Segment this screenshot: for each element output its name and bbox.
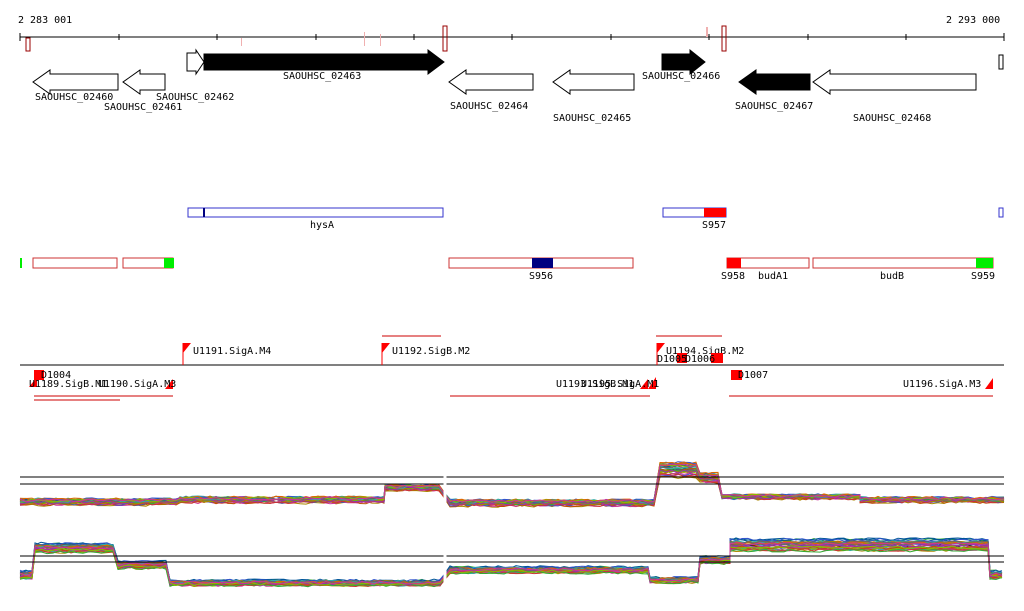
segment-label: budB [880,271,904,282]
promoter-marker[interactable]: U1191.SigA.M4 [182,343,271,365]
gene-label: SAOUHSC_02465 [553,113,631,124]
feature-label: hysA [310,220,334,231]
promoter-label: U1191.SigA.M4 [193,346,271,357]
segment-label: budA1 [758,271,788,282]
expression-panel-upper [19,440,1005,520]
gene-label: SAOUHSC_02464 [450,101,528,112]
coordinate-ruler: 2 283 001 2 293 000 [18,15,1005,52]
end-coordinate-label: 2 293 000 [946,15,1000,26]
gene-label: SAOUHSC_02467 [735,101,813,112]
promoter-marker[interactable]: U1192.SigB.M2 [381,343,470,365]
expression-profile-line [19,548,1003,588]
expression-profile-line [19,545,1003,586]
gene-label: SAOUHSC_02468 [853,113,931,124]
segment-label: S958 [721,271,745,282]
S959-segment[interactable]: budB S959 [812,257,995,282]
promoter-label: U1194.SigB.M2 [666,346,744,357]
gene-arrow[interactable]: SAOUHSC_02464 [448,69,534,112]
gene-arrow[interactable]: SAOUHSC_02468 [812,69,977,124]
d-feature-label: D1006 [685,354,715,365]
gene-arrow[interactable]: SAOUHSC_02460 [32,69,119,103]
S956-segment[interactable]: S956 [448,257,634,282]
promoter-label: U1189.SigB.M1 [29,379,107,390]
expression-profile-line [19,542,1003,585]
hysA-feature[interactable]: hysA [187,207,444,231]
segment-label: S959 [971,271,995,282]
promoter-label: U1192.SigB.M2 [392,346,470,357]
expression-profile-line [19,540,1003,585]
d-feature-label: D1007 [738,370,768,381]
promoter-lines [34,335,993,401]
threshold-lines [20,476,1004,485]
expression-profiles [19,461,1005,508]
promoter-track: U1191.SigA.M4 U1192.SigB.M2 U1194.SigB.M… [20,335,1004,401]
gene-arrow[interactable]: SAOUHSC_02462 [156,48,234,103]
expression-profile-line [19,463,1005,503]
d-feature[interactable]: D1007 [731,370,768,381]
S958-segment[interactable]: S958 budA1 [721,257,810,282]
feature-label: S957 [702,220,726,231]
promoter-label: U1193.SigB.M1 [556,379,634,390]
expression-profile-line [19,470,1005,506]
gene-arrow[interactable]: SAOUHSC_02466 [642,48,720,82]
promoter-marker[interactable]: U1190.SigA.M3 [98,379,176,390]
promoter-marker[interactable]: U1193.SigB.M1 [556,379,648,390]
gene-arrow[interactable]: SAOUHSC_02461 [104,69,182,113]
gene-label: SAOUHSC_02461 [104,102,182,113]
promoter-marker[interactable]: U1196.SigA.M3 [903,378,993,390]
gene-track: SAOUHSC_02460 SAOUHSC_02461 SAOUHSC_0246… [32,48,1004,124]
gene-arrow[interactable]: SAOUHSC_02465 [552,69,635,124]
gene-label: SAOUHSC_02462 [156,92,234,103]
expression-profiles [19,537,1003,588]
d-feature-label: D1004 [41,370,71,381]
segment-label: S956 [529,271,553,282]
annotation-track: hysA S957 [187,207,1004,231]
ruler-ticks [19,33,1005,41]
d-feature-label: D1005 [657,354,687,365]
gene-label: SAOUHSC_02460 [35,92,113,103]
start-coordinate-label: 2 283 001 [18,15,72,26]
d-feature[interactable]: D1006 [685,353,723,365]
annotation-fragment[interactable] [998,207,1004,218]
gene-arrow[interactable]: SAOUHSC_02463 [203,49,445,82]
promoter-marker[interactable]: U1195.SigA.M1 [581,377,659,390]
expression-panel-lower [19,530,1004,600]
promoter-label: U1195.SigA.M1 [581,379,659,390]
d-feature[interactable]: D1005 [657,353,687,365]
S957-feature[interactable]: S957 [662,207,727,231]
gene-label: SAOUHSC_02463 [283,71,361,82]
expression-profile-line [19,461,1005,503]
segment-track: S956 S958 budA1 budB S959 [20,257,995,282]
promoter-marker[interactable]: U1194.SigB.M2 [656,343,744,365]
gene-arrow[interactable]: SAOUHSC_02467 [735,69,813,112]
gene-label: SAOUHSC_02466 [642,71,720,82]
threshold-lines [20,555,1004,563]
ruler-markers [25,25,727,52]
promoter-label: U1196.SigA.M3 [903,379,981,390]
promoter-label: U1190.SigA.M3 [98,379,176,390]
expression-profile-line [19,463,1005,504]
d-feature[interactable]: D1004 [34,370,71,381]
gene-fragment[interactable] [998,54,1004,70]
